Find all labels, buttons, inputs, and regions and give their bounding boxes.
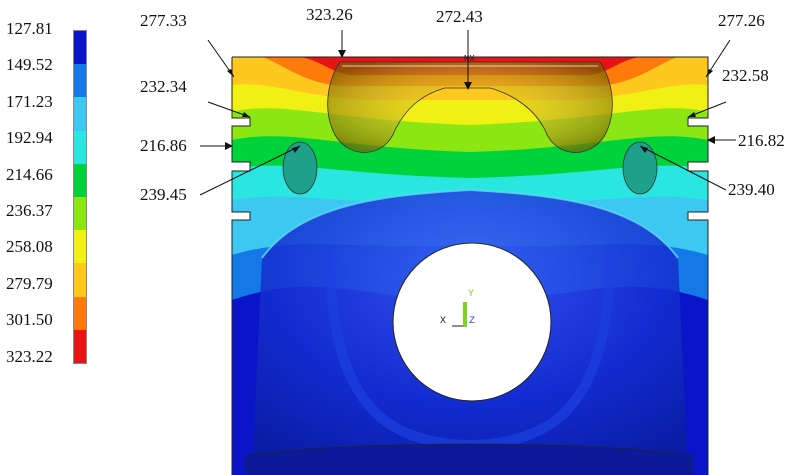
- legend-label: 149.52: [6, 55, 53, 75]
- legend-label: 236.37: [6, 201, 53, 220]
- arrowhead-top-left: [227, 69, 234, 77]
- callout-ring-right-upper: 232.58: [722, 66, 769, 85]
- piston-outline: [231, 56, 709, 475]
- arrow-pocket-left: [199, 145, 301, 196]
- arrowhead-top-center: [464, 82, 472, 90]
- callout-top-right: 277.26: [718, 11, 765, 30]
- axis-z-label: Z: [469, 316, 475, 327]
- skirt-bottom-edge: [245, 443, 693, 475]
- callout-pocket-right: 239.40: [728, 180, 775, 199]
- callout-arrowheads: [225, 50, 715, 153]
- legend-swatch: [74, 329, 86, 364]
- legend-swatch: [74, 130, 86, 164]
- arrowhead-ring-left-mid: [225, 142, 233, 150]
- legend-label: 323.22: [6, 346, 53, 366]
- color-legend-bar: [73, 30, 87, 364]
- arrowhead-pocket-right: [640, 146, 648, 153]
- axis-y-label: Y: [468, 289, 474, 300]
- axis-triad: X Y Z: [440, 289, 475, 327]
- arrowhead-ring-right-upper: [688, 112, 696, 117]
- legend-swatch: [74, 163, 86, 198]
- arrowhead-top-mid-left: [338, 50, 346, 58]
- callout-pocket-left: 239.45: [140, 185, 187, 204]
- legend-label: 192.94: [6, 128, 53, 148]
- arrowhead-ring-right-mid: [707, 136, 715, 144]
- legend-swatch: [74, 230, 86, 264]
- skirt-edge-highlight: [261, 188, 679, 259]
- max-marker: MX: [464, 54, 475, 64]
- callout-ring-left-upper: 232.34: [140, 77, 187, 96]
- legend-swatch: [74, 31, 86, 65]
- cooling-pocket-left: [282, 141, 318, 195]
- legend-label: 301.50: [6, 310, 53, 330]
- axis-x-label: X: [440, 316, 446, 327]
- callout-top-mid-left: 323.26: [306, 5, 353, 24]
- legend-swatch: [74, 64, 86, 98]
- callout-ring-right-mid: 216.82: [738, 131, 785, 150]
- legend-label: 279.79: [6, 273, 53, 293]
- legend-label: 258.08: [6, 237, 53, 257]
- legend-label: 127.81: [6, 19, 53, 38]
- arrowhead-pocket-left: [292, 146, 300, 153]
- legend-swatch: [74, 97, 86, 131]
- arrowhead-top-right: [706, 69, 713, 77]
- pin-bore: [392, 242, 552, 402]
- arrowhead-ring-left-upper: [242, 112, 250, 117]
- legend-label: 214.66: [6, 164, 53, 184]
- callout-top-center: 272.43: [436, 7, 483, 26]
- legend-label: 171.23: [6, 91, 53, 111]
- arrow-pocket-right: [639, 145, 727, 191]
- callout-top-left: 277.33: [140, 11, 187, 30]
- legend-swatch: [74, 197, 86, 231]
- cooling-pocket-right: [622, 141, 658, 195]
- combustion-bowl-outline: [327, 61, 613, 153]
- legend-swatch: [74, 263, 86, 297]
- callout-ring-left-mid: 216.86: [140, 136, 187, 155]
- legend-swatch: [74, 296, 86, 330]
- axis-y-line: [463, 302, 467, 327]
